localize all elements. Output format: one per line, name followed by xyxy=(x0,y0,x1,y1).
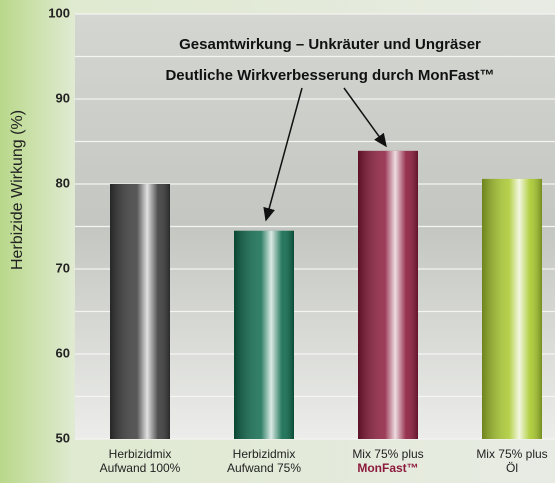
y-tick-label: 50 xyxy=(56,430,70,445)
y-tick-label: 100 xyxy=(48,5,70,20)
arrow xyxy=(263,87,303,222)
x-tick-label: Mix 75% plus xyxy=(476,447,547,461)
y-tick-label: 90 xyxy=(56,90,70,105)
bar-shine xyxy=(110,184,170,439)
arrow xyxy=(343,87,387,148)
bars xyxy=(110,150,542,439)
y-axis-title: Herbizide Wirkung (%) xyxy=(9,110,26,270)
x-tick-label: Öl xyxy=(506,461,518,475)
x-tick-label: MonFast™ xyxy=(357,461,418,475)
x-tick-label: Herbizidmix xyxy=(109,447,172,461)
bar-shine xyxy=(482,178,542,439)
x-tick-label: Herbizidmix xyxy=(233,447,296,461)
chart-subtitle: Deutliche Wirkverbesserung durch MonFast… xyxy=(165,67,494,84)
x-tick-label: Aufwand 75% xyxy=(227,461,301,475)
bar-shine xyxy=(234,230,294,439)
y-tick-label: 80 xyxy=(56,175,70,190)
bar-shine xyxy=(358,150,418,439)
y-tick-label: 70 xyxy=(56,260,70,275)
x-tick-label: Aufwand 100% xyxy=(100,461,181,475)
y-tick-label: 60 xyxy=(56,345,70,360)
chart-title: Gesamtwirkung – Unkräuter und Ungräser xyxy=(179,36,481,53)
x-tick-label: Mix 75% plus xyxy=(352,447,423,461)
